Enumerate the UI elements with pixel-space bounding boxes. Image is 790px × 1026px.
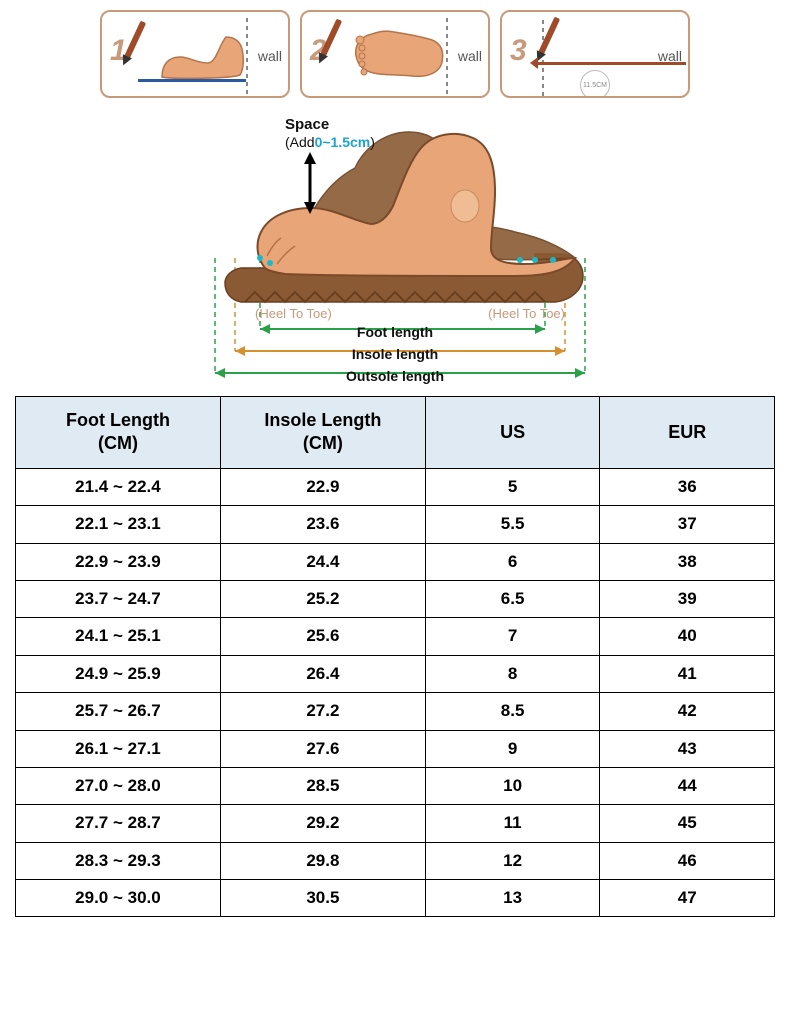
heel-to-toe-label-left: (Heel To Toe) [255, 306, 332, 321]
table-row: 29.0 ~ 30.030.51347 [16, 880, 775, 917]
table-header: Foot Length(CM) Insole Length(CM) US EUR [16, 397, 775, 469]
table-cell: 25.2 [220, 580, 425, 617]
table-cell: 7 [425, 618, 600, 655]
table-cell: 25.6 [220, 618, 425, 655]
table-cell: 21.4 ~ 22.4 [16, 468, 221, 505]
table-row: 27.7 ~ 28.729.21145 [16, 805, 775, 842]
space-add-prefix: (Add [285, 134, 315, 150]
table-cell: 10 [425, 767, 600, 804]
step-number: 3 [510, 34, 527, 68]
wall-line [446, 18, 448, 94]
table-cell: 27.6 [220, 730, 425, 767]
outsole-length-label: Outsole length [155, 368, 635, 384]
table-cell: 29.8 [220, 842, 425, 879]
table-cell: 13 [425, 880, 600, 917]
wall-line [246, 18, 248, 94]
column-header-insole-length: Insole Length(CM) [220, 397, 425, 469]
table-cell: 22.9 [220, 468, 425, 505]
table-cell: 24.1 ~ 25.1 [16, 618, 221, 655]
table-cell: 29.2 [220, 805, 425, 842]
table-cell: 38 [600, 543, 775, 580]
floor-line [138, 79, 246, 82]
table-cell: 28.5 [220, 767, 425, 804]
table-body: 21.4 ~ 22.422.953622.1 ~ 23.123.65.53722… [16, 468, 775, 917]
step-panel-1: 1 wall [100, 10, 290, 98]
table-cell: 5.5 [425, 506, 600, 543]
table-cell: 23.7 ~ 24.7 [16, 580, 221, 617]
table-row: 22.1 ~ 23.123.65.537 [16, 506, 775, 543]
table-cell: 39 [600, 580, 775, 617]
table-cell: 9 [425, 730, 600, 767]
foot-length-label: Foot length [155, 324, 635, 340]
table-cell: 43 [600, 730, 775, 767]
column-header-foot-length: Foot Length(CM) [16, 397, 221, 469]
table-row: 25.7 ~ 26.727.28.542 [16, 693, 775, 730]
step-panel-3: 3 11.5CM wall [500, 10, 690, 98]
table-cell: 44 [600, 767, 775, 804]
table-cell: 37 [600, 506, 775, 543]
size-chart-table: Foot Length(CM) Insole Length(CM) US EUR… [15, 396, 775, 917]
measurement-steps: 1 wall 2 [0, 0, 790, 102]
table-cell: 45 [600, 805, 775, 842]
table-cell: 6 [425, 543, 600, 580]
step-panel-2: 2 wall [300, 10, 490, 98]
table-cell: 26.1 ~ 27.1 [16, 730, 221, 767]
table-row: 24.1 ~ 25.125.6740 [16, 618, 775, 655]
table-cell: 36 [600, 468, 775, 505]
table-cell: 40 [600, 618, 775, 655]
table-row: 21.4 ~ 22.422.9536 [16, 468, 775, 505]
pencil-icon [124, 21, 146, 60]
table-cell: 27.2 [220, 693, 425, 730]
space-add-value: 0~1.5cm [315, 134, 371, 150]
measurement-circle: 11.5CM [580, 70, 610, 98]
wall-label: wall [258, 48, 282, 64]
heel-to-toe-label-right: (Heel To Toe) [488, 306, 565, 321]
table-cell: 6.5 [425, 580, 600, 617]
table-cell: 22.9 ~ 23.9 [16, 543, 221, 580]
insole-length-label: Insole length [155, 346, 635, 362]
table-row: 27.0 ~ 28.028.51044 [16, 767, 775, 804]
wall-label: wall [458, 48, 482, 64]
column-header-eur: EUR [600, 397, 775, 469]
space-add-label: (Add0~1.5cm) [285, 134, 375, 150]
table-row: 24.9 ~ 25.926.4841 [16, 655, 775, 692]
table-cell: 42 [600, 693, 775, 730]
table-cell: 30.5 [220, 880, 425, 917]
table-cell: 24.9 ~ 25.9 [16, 655, 221, 692]
table-cell: 24.4 [220, 543, 425, 580]
table-cell: 29.0 ~ 30.0 [16, 880, 221, 917]
space-label: Space [285, 116, 329, 133]
table-cell: 23.6 [220, 506, 425, 543]
table-row: 22.9 ~ 23.924.4638 [16, 543, 775, 580]
foot-measurement-diagram: Space (Add0~1.5cm) (Heel To Toe) (Heel T… [155, 108, 635, 388]
table-cell: 25.7 ~ 26.7 [16, 693, 221, 730]
foot-top-view-icon [348, 26, 446, 82]
table-cell: 26.4 [220, 655, 425, 692]
table-cell: 28.3 ~ 29.3 [16, 842, 221, 879]
column-header-us: US [425, 397, 600, 469]
table-cell: 8.5 [425, 693, 600, 730]
size-guide-container: 1 wall 2 [0, 0, 790, 917]
table-cell: 27.7 ~ 28.7 [16, 805, 221, 842]
table-row: 23.7 ~ 24.725.26.539 [16, 580, 775, 617]
table-cell: 41 [600, 655, 775, 692]
table-cell: 46 [600, 842, 775, 879]
wall-label: wall [658, 48, 682, 64]
table-cell: 5 [425, 468, 600, 505]
table-cell: 22.1 ~ 23.1 [16, 506, 221, 543]
table-row: 28.3 ~ 29.329.81246 [16, 842, 775, 879]
table-row: 26.1 ~ 27.127.6943 [16, 730, 775, 767]
foot-side-view-icon [160, 35, 248, 79]
table-cell: 27.0 ~ 28.0 [16, 767, 221, 804]
table-cell: 11 [425, 805, 600, 842]
table-cell: 12 [425, 842, 600, 879]
space-add-suffix: ) [370, 134, 375, 150]
table-cell: 47 [600, 880, 775, 917]
table-cell: 8 [425, 655, 600, 692]
